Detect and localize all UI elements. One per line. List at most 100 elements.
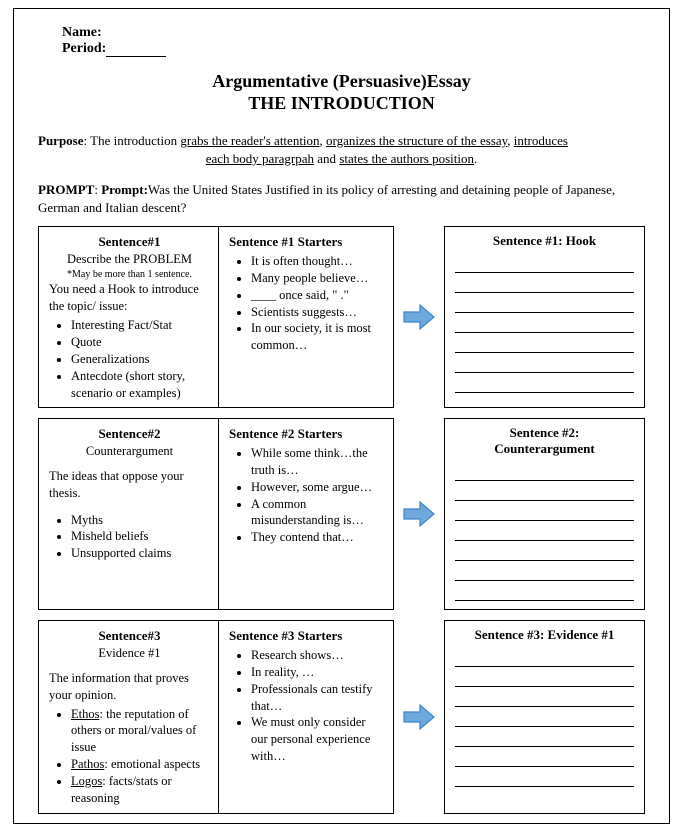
row-3-col2: Sentence #3 Starters Research shows… In … — [219, 621, 393, 812]
list-item: Research shows… — [251, 647, 385, 664]
r2-right-heading: Sentence #2: Counterargument — [455, 425, 634, 457]
arrow-right-icon — [402, 703, 436, 731]
purpose-u3: introduces — [514, 133, 568, 148]
pathos-label: Pathos — [71, 757, 104, 771]
purpose-label: Purpose — [38, 133, 84, 148]
list-item: Pathos: emotional aspects — [71, 756, 210, 773]
purpose-end: . — [474, 151, 477, 166]
list-item: In reality, … — [251, 664, 385, 681]
row-1-left: Sentence#1 Describe the PROBLEM *May be … — [38, 226, 394, 408]
r1-right-heading: Sentence #1: Hook — [455, 233, 634, 249]
row-2-right: Sentence #2: Counterargument — [444, 418, 645, 610]
row-1-right: Sentence #1: Hook — [444, 226, 645, 408]
write-line[interactable] — [455, 295, 634, 313]
arrow-3 — [394, 620, 444, 813]
purpose-u1: grabs the reader's attention — [180, 133, 319, 148]
row-2: Sentence#2 Counterargument The ideas tha… — [38, 418, 645, 610]
r2-c2-list: While some think…the truth is… However, … — [229, 445, 385, 546]
write-line[interactable] — [455, 503, 634, 521]
period-label: Period: — [62, 41, 106, 56]
r1-c1-note: *May be more than 1 sentence. — [49, 268, 210, 282]
list-item: Professionals can testify that… — [251, 681, 385, 715]
write-line[interactable] — [455, 669, 634, 687]
period-blank-line[interactable] — [106, 44, 166, 57]
r2-right-heading-l2: Counterargument — [455, 441, 634, 457]
write-line[interactable] — [455, 649, 634, 667]
list-item: However, some argue… — [251, 479, 385, 496]
period-field-row: Period: — [62, 41, 645, 57]
row-1-col2: Sentence #1 Starters It is often thought… — [219, 227, 393, 407]
write-line[interactable] — [455, 463, 634, 481]
write-line[interactable] — [455, 483, 634, 501]
name-field-row: Name: — [62, 25, 645, 41]
write-line[interactable] — [455, 769, 634, 787]
r2-c1-lead: The ideas that oppose your thesis. — [49, 468, 210, 502]
r1-c2-heading: Sentence #1 Starters — [229, 233, 385, 251]
purpose-block: Purpose: The introduction grabs the read… — [38, 132, 645, 167]
row-3-col1: Sentence#3 Evidence #1 The information t… — [39, 621, 219, 812]
r3-c2-heading: Sentence #3 Starters — [229, 627, 385, 645]
list-item: Antecdote (short story, scenario or exam… — [71, 368, 210, 402]
r2-c1-list: Myths Misheld beliefs Unsupported claims — [49, 512, 210, 563]
pathos-text: : emotional aspects — [104, 757, 200, 771]
list-item: Interesting Fact/Stat — [71, 317, 210, 334]
arrow-right-icon — [402, 303, 436, 331]
page-title: Argumentative (Persuasive)Essay THE INTR… — [38, 71, 645, 114]
r3-c1-heading: Sentence#3 — [49, 627, 210, 645]
r2-right-heading-l1: Sentence #2: — [455, 425, 634, 441]
title-line-1: Argumentative (Persuasive)Essay — [38, 71, 645, 93]
list-item: Ethos: the reputation of others or moral… — [71, 706, 210, 757]
row-3-right: Sentence #3: Evidence #1 — [444, 620, 645, 813]
r1-c1-sub: Describe the PROBLEM — [49, 251, 210, 268]
purpose-mid: and — [314, 151, 339, 166]
list-item: Scientists suggests… — [251, 304, 385, 321]
write-line[interactable] — [455, 543, 634, 561]
r3-c2-list: Research shows… In reality, … Profession… — [229, 647, 385, 765]
row-3: Sentence#3 Evidence #1 The information t… — [38, 620, 645, 813]
purpose-text-1: : The introduction — [84, 133, 181, 148]
logos-label: Logos — [71, 774, 102, 788]
list-item: A common misunderstanding is… — [251, 496, 385, 530]
r3-c1-list: Ethos: the reputation of others or moral… — [49, 706, 210, 807]
list-item: They contend that… — [251, 529, 385, 546]
worksheet-page: Name: Period: Argumentative (Persuasive)… — [13, 8, 670, 824]
arrow-right-icon — [402, 500, 436, 528]
row-1: Sentence#1 Describe the PROBLEM *May be … — [38, 226, 645, 408]
r3-right-heading: Sentence #3: Evidence #1 — [455, 627, 634, 643]
list-item: Misheld beliefs — [71, 528, 210, 545]
prompt-label-2: Prompt: — [101, 182, 148, 197]
r1-c1-heading: Sentence#1 — [49, 233, 210, 251]
list-item: ____ once said, " ." — [251, 287, 385, 304]
purpose-u3b: each body paragrpah — [206, 151, 314, 166]
ethos-label: Ethos — [71, 707, 99, 721]
list-item: Logos: facts/stats or reasoning — [71, 773, 210, 807]
row-2-left: Sentence#2 Counterargument The ideas tha… — [38, 418, 394, 610]
list-item: It is often thought… — [251, 253, 385, 270]
write-line[interactable] — [455, 583, 634, 601]
list-item: Unsupported claims — [71, 545, 210, 562]
list-item: In our society, it is most common… — [251, 320, 385, 354]
r1-c1-lead: You need a Hook to introduce the topic/ … — [49, 281, 210, 315]
write-line[interactable] — [455, 335, 634, 353]
r2-c1-heading: Sentence#2 — [49, 425, 210, 443]
name-label: Name: — [62, 25, 102, 40]
write-line[interactable] — [455, 315, 634, 333]
write-line[interactable] — [455, 689, 634, 707]
write-line[interactable] — [455, 375, 634, 393]
row-2-col1: Sentence#2 Counterargument The ideas tha… — [39, 419, 219, 609]
write-line[interactable] — [455, 355, 634, 373]
write-line[interactable] — [455, 255, 634, 273]
prompt-block: PROMPT: Prompt:Was the United States Jus… — [38, 181, 645, 216]
purpose-u4: states the authors position — [339, 151, 474, 166]
write-line[interactable] — [455, 709, 634, 727]
r3-c1-lead: The information that proves your opinion… — [49, 670, 210, 704]
write-line[interactable] — [455, 563, 634, 581]
write-line[interactable] — [455, 523, 634, 541]
purpose-u2: organizes the structure of the essay — [326, 133, 507, 148]
arrow-2 — [394, 418, 444, 610]
r3-c1-sub: Evidence #1 — [49, 645, 210, 662]
prompt-label-1: PROMPT — [38, 182, 94, 197]
write-line[interactable] — [455, 749, 634, 767]
write-line[interactable] — [455, 729, 634, 747]
write-line[interactable] — [455, 275, 634, 293]
